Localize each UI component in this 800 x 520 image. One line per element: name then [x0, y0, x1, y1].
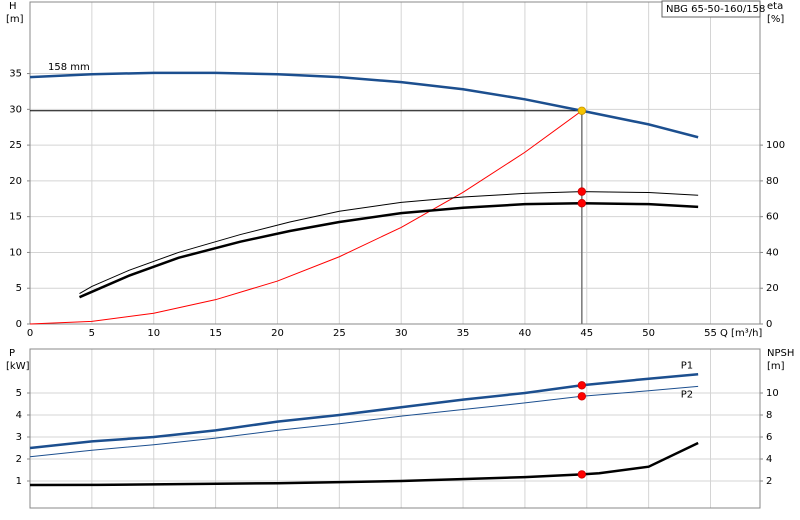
y-tick-label: 10 [9, 247, 22, 258]
x-tick-label: 30 [395, 328, 408, 339]
y2-axis-label: eta [767, 1, 783, 12]
curve-label: 158 mm [48, 62, 90, 73]
y2-axis-unit: [m] [767, 361, 785, 372]
y2-tick-label: 80 [766, 176, 779, 187]
y2-axis-unit: [%] [767, 14, 784, 25]
x-tick-label: 0 [27, 328, 33, 339]
y-tick-label: 2 [16, 454, 22, 465]
curve [29, 71, 699, 139]
x-tick-label: 45 [580, 328, 593, 339]
duty-point [577, 392, 587, 401]
x-tick-label: 50 [642, 328, 655, 339]
curve [29, 385, 699, 458]
chart-title: NBG 65-50-160/158 [666, 4, 765, 15]
x-tick-label: 20 [271, 328, 284, 339]
duty-point [577, 106, 587, 115]
y2-tick-label: 20 [766, 283, 779, 294]
y2-tick-label: 8 [766, 410, 772, 421]
title-box [661, 0, 761, 18]
x-tick-label: 55 [704, 328, 717, 339]
curve [29, 110, 583, 325]
y2-tick-label: 40 [766, 247, 779, 258]
y2-tick-label: 6 [766, 432, 772, 443]
y2-tick-label: 0 [766, 319, 772, 330]
duty-point [577, 187, 587, 196]
y-tick-label: 35 [9, 69, 22, 80]
y-tick-label: 1 [16, 476, 22, 487]
curve-label: P2 [681, 389, 693, 400]
y-tick-label: 0 [16, 319, 22, 330]
x-tick-label: 25 [333, 328, 346, 339]
y-tick-label: 4 [16, 410, 22, 421]
y2-tick-label: 100 [766, 140, 785, 151]
x-tick-label: 40 [519, 328, 532, 339]
x-axis-label: Q [m³/h] [720, 328, 762, 339]
y2-tick-label: 10 [766, 388, 779, 399]
y-axis-unit: [m] [6, 14, 24, 25]
duty-point [577, 199, 587, 208]
x-tick-label: 10 [147, 328, 160, 339]
x-tick-label: 35 [457, 328, 470, 339]
y-tick-label: 25 [9, 140, 22, 151]
y2-tick-label: 60 [766, 212, 779, 223]
y-tick-label: 15 [9, 212, 22, 223]
x-tick-label: 5 [89, 328, 95, 339]
plot-frame [29, 348, 761, 509]
y2-tick-label: 2 [766, 476, 772, 487]
plot-area [30, 2, 760, 324]
y-tick-label: 20 [9, 176, 22, 187]
y-tick-label: 30 [9, 104, 22, 115]
curve-label: P1 [681, 360, 693, 371]
curve [29, 441, 699, 487]
y-tick-label: 5 [16, 388, 22, 399]
duty-point [577, 470, 587, 479]
y-axis-label: H [9, 1, 17, 12]
y-axis-label: P [9, 348, 15, 359]
x-tick-label: 15 [209, 328, 222, 339]
y-tick-label: 5 [16, 283, 22, 294]
y-axis-unit: [kW] [6, 361, 30, 372]
y-tick-label: 3 [16, 432, 22, 443]
plot-frame [29, 1, 761, 325]
y2-tick-label: 4 [766, 454, 772, 465]
y2-axis-label: NPSH [767, 348, 794, 359]
duty-point [577, 381, 587, 390]
curve [29, 373, 699, 450]
